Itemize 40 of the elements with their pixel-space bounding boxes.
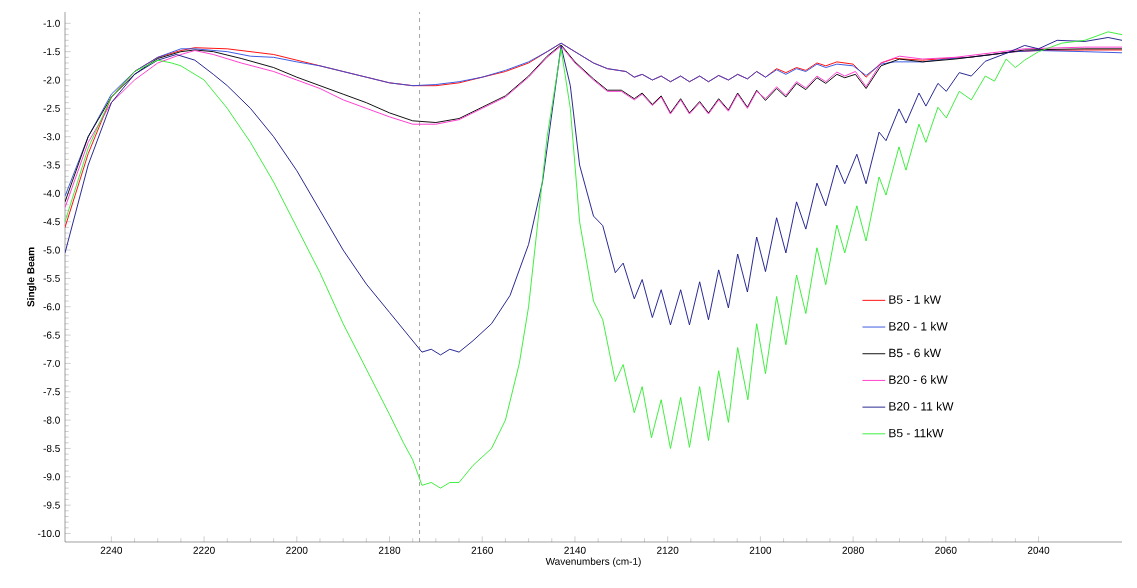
x-tick-label: 2040 [1027, 546, 1050, 554]
y-tick-label: -2.5 [43, 104, 60, 112]
y-tick-label: -10.0 [37, 529, 60, 538]
legend-label: B20 - 6 kW [889, 375, 948, 384]
legend-label: B5 - 6 kW [889, 348, 941, 358]
y-tick-label: -7.5 [43, 388, 60, 396]
y-tick-label: -2.0 [43, 76, 60, 84]
legend-label: B20 - 11 kW [889, 401, 954, 411]
line-series [65, 37, 1122, 356]
x-tick-label: 2140 [564, 546, 586, 554]
x-tick-label: 2240 [100, 546, 123, 554]
y-tick-label: -9.5 [43, 501, 60, 509]
y-tick-label: -7.0 [43, 359, 60, 367]
y-tick-label: -3.5 [43, 161, 60, 169]
y-tick-label: -1.5 [43, 48, 60, 56]
legend-label: B5 - 1 kW [889, 295, 941, 304]
x-tick-label: 2080 [842, 546, 864, 554]
y-tick-label: -4.5 [43, 218, 60, 226]
x-tick-label: 2220 [193, 546, 215, 554]
x-tick-label: 2060 [935, 546, 957, 554]
y-tick-label: -5.0 [43, 246, 60, 254]
y-tick-label: -4.0 [43, 189, 60, 197]
x-tick-label: 2100 [749, 546, 772, 554]
x-tick-label: 2200 [286, 546, 308, 554]
y-tick-label: -6.5 [43, 331, 60, 339]
y-tick-label: -1.0 [43, 19, 60, 27]
y-tick-label: -8.0 [43, 416, 60, 424]
y-axis-title: Single Beam [26, 247, 37, 307]
y-tick-label: -9.0 [43, 473, 60, 481]
x-axis-title: Wavenumbers (cm-1) [545, 557, 641, 567]
legend-label: B20 - 1 kW [889, 321, 948, 331]
y-tick-label: -8.5 [43, 444, 60, 452]
line-series [65, 31, 1122, 489]
x-tick-label: 2180 [378, 546, 401, 554]
y-tick-label: -6.0 [43, 303, 60, 311]
legend-label: B5 - 11kW [889, 428, 944, 438]
x-tick-label: 2160 [471, 546, 493, 554]
y-tick-label: -5.5 [43, 274, 60, 282]
y-tick-label: -3.0 [43, 133, 60, 141]
x-tick-label: 2120 [657, 546, 679, 554]
